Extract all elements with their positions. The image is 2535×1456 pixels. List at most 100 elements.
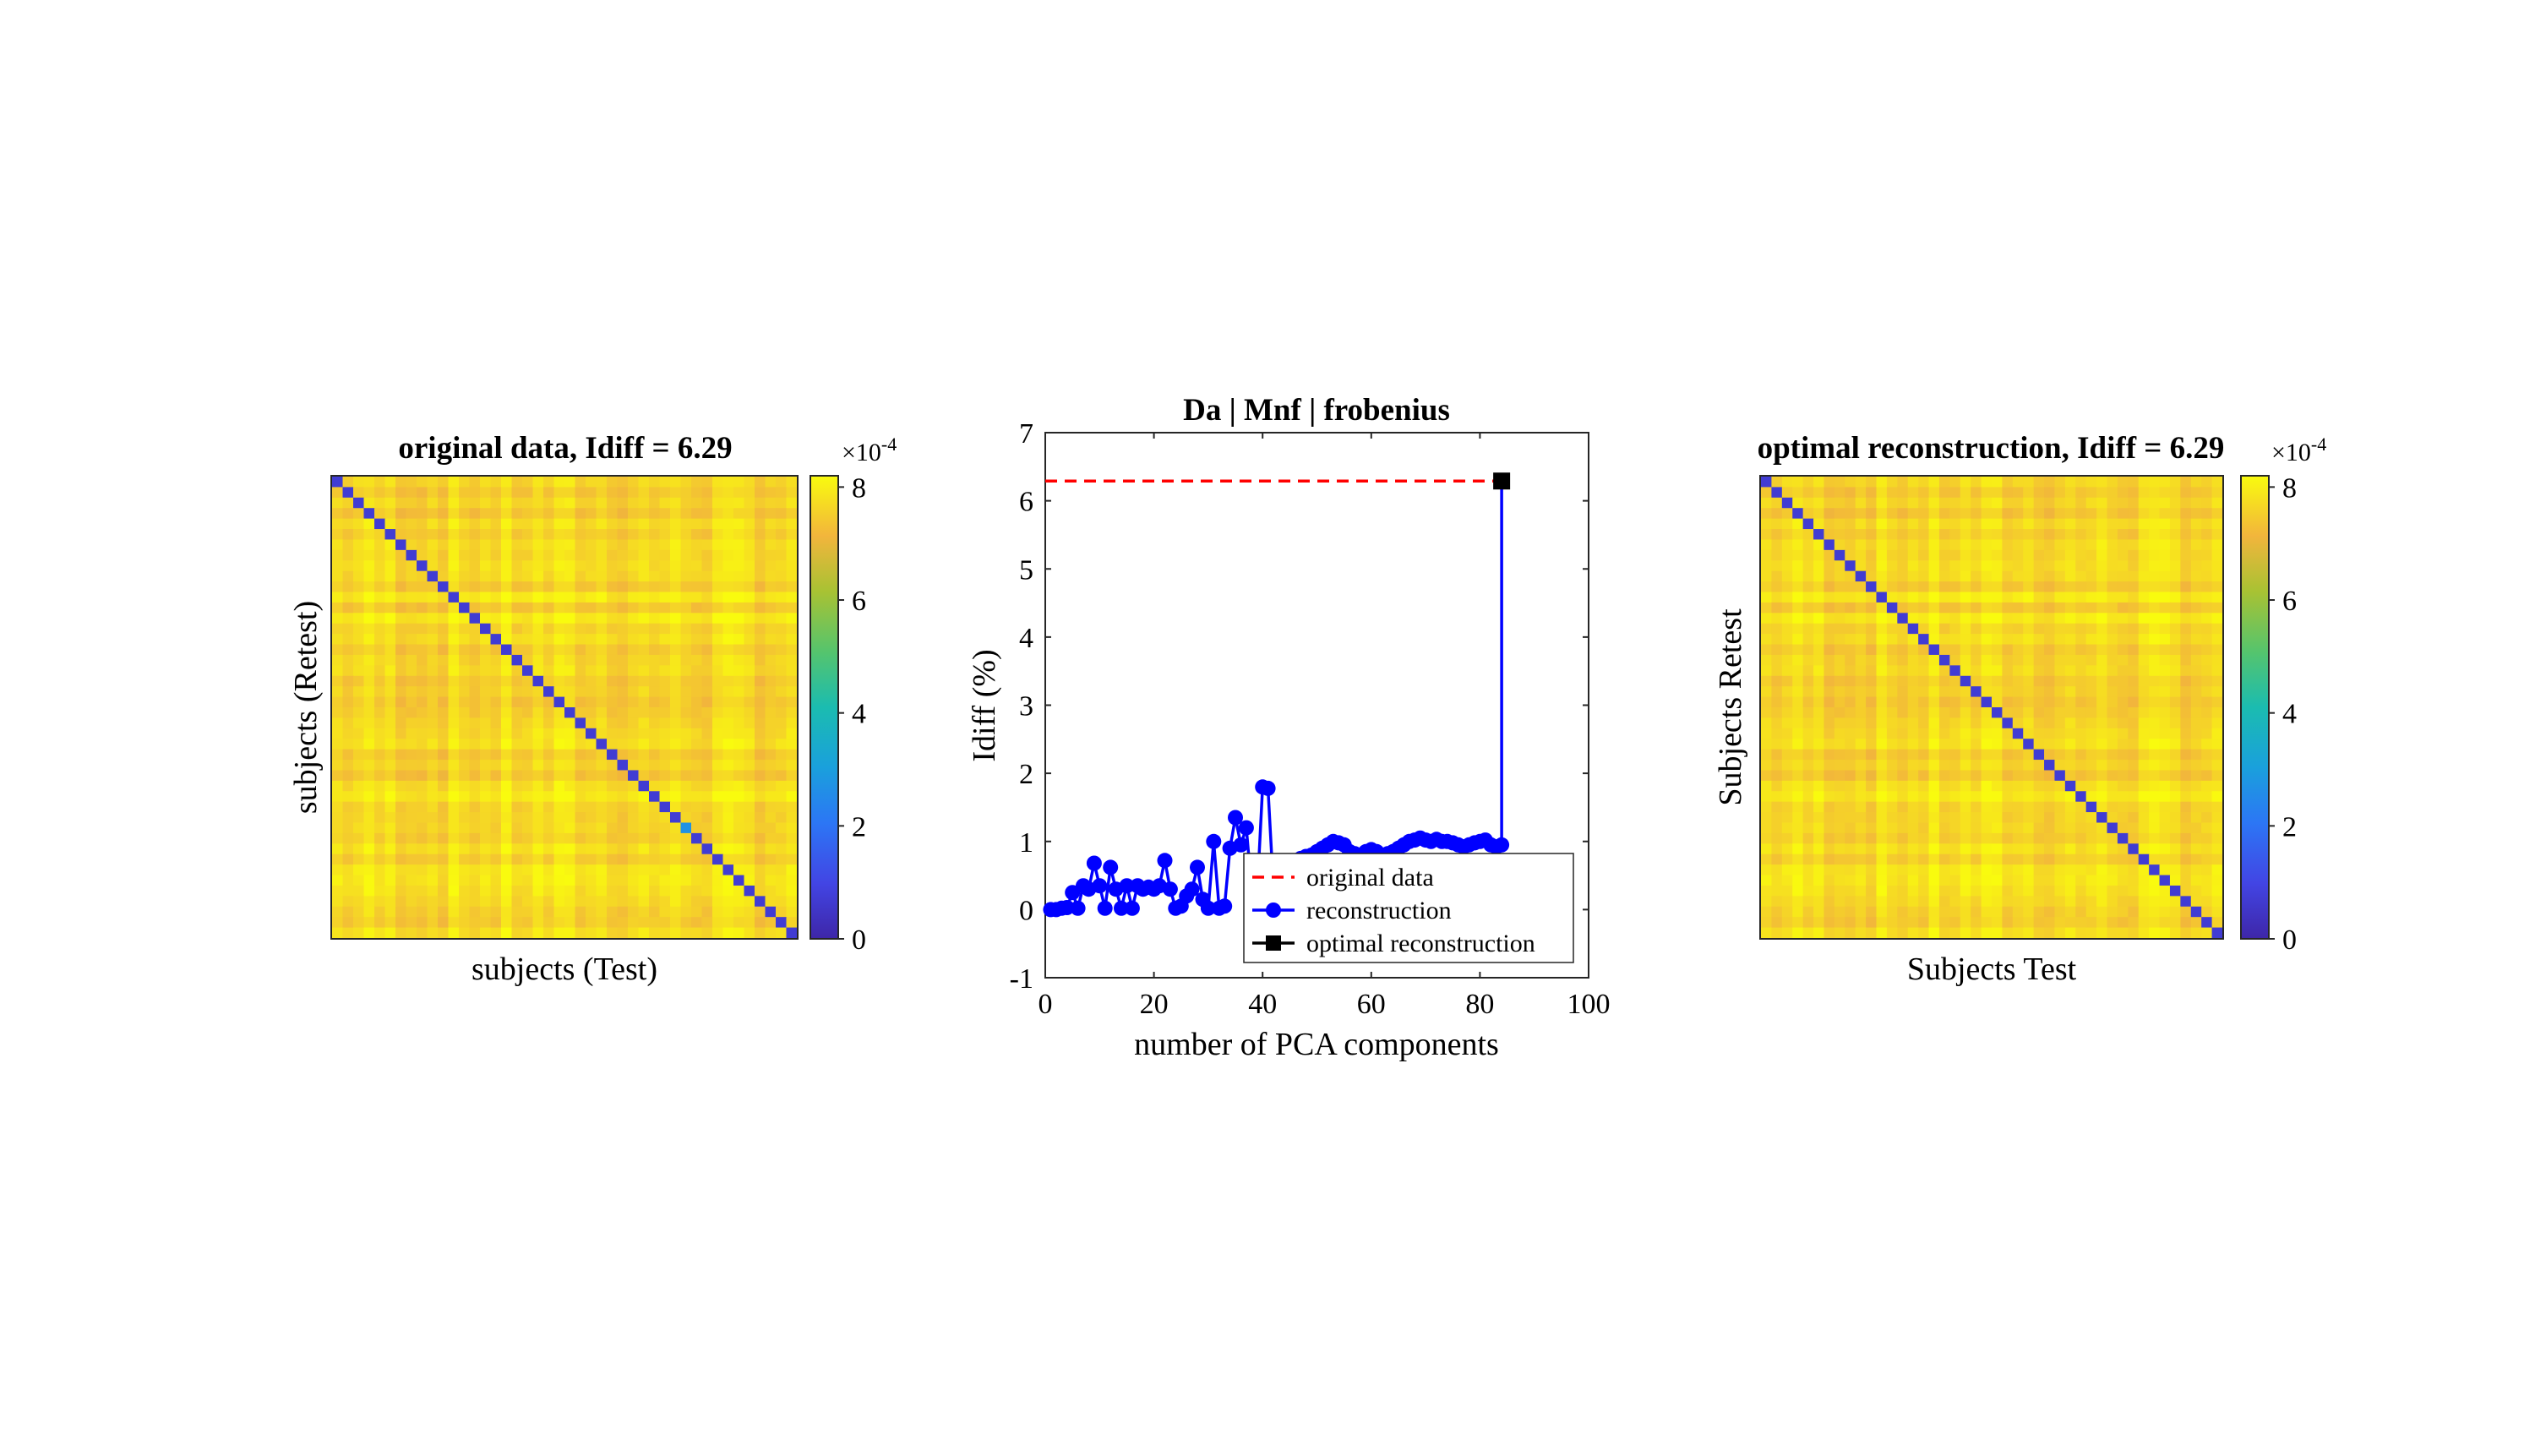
y-tick-label: 6 [1019,487,1033,518]
heatmap-cell [680,634,692,646]
heatmap-cell [1802,549,1814,561]
heatmap-cell [659,634,671,646]
heatmap-cell [511,518,523,530]
heatmap-cell [2138,634,2150,646]
heatmap-cell [511,602,523,613]
heatmap-cell [564,760,576,772]
heatmap-cell [2117,739,2129,750]
heatmap-cell [1981,780,1993,792]
heatmap-cell [2159,675,2171,687]
heatmap-cell [2054,927,2066,939]
heatmap-cell [1981,613,1993,624]
heatmap-cell [744,780,755,792]
y-tick-label: -1 [1010,963,1033,995]
heatmap-cell [1907,696,1919,708]
heatmap-cell [2107,812,2118,824]
heatmap-cell [1855,602,1867,613]
heatmap-cell [1971,749,1982,761]
line-chart-legend: original data reconstruction optimal rec… [1243,853,1574,963]
heatmap-cell [722,570,734,582]
heatmap-cell [776,529,788,541]
heatmap-diagonal-cell [332,477,344,488]
heatmap-cell [374,654,386,666]
heatmap-cell [2128,875,2140,886]
heatmap-cell [1938,560,1950,572]
heatmap-cell [2096,623,2108,635]
heatmap-cell [1855,518,1867,530]
heatmap-diagonal-cell [406,549,417,561]
heatmap-cell [522,822,534,834]
heatmap-cell [2096,791,2108,803]
heatmap-cell [607,602,619,613]
heatmap-cell [2085,728,2097,739]
heatmap-cell [1845,885,1856,897]
heatmap-cell [1781,581,1793,593]
heatmap-cell [1949,717,1961,729]
heatmap-cell [490,581,502,593]
heatmap-cell [564,875,576,886]
heatmap-cell [2012,570,2024,582]
heatmap-cell [2180,654,2192,666]
heatmap-cell [1824,917,1835,929]
heatmap-cell [1855,707,1867,719]
heatmap-cell [1981,749,1993,761]
heatmap-cell [501,801,513,813]
heatmap-cell [342,518,354,530]
heatmap-cell [1781,791,1793,803]
heatmap-cell [2117,812,2129,824]
heatmap-cell [2201,560,2213,572]
heatmap-cell [659,875,671,886]
heatmap-cell [384,843,396,855]
heatmap-cell [1834,529,1845,541]
heatmap-cell [511,529,523,541]
heatmap-cell [448,644,460,656]
heatmap-cell [374,812,386,824]
heatmap-cell [2107,832,2118,844]
heatmap-cell [1949,623,1961,635]
heatmap-cell [701,497,713,509]
heatmap-cell [459,717,471,729]
heatmap-cell [2190,717,2202,729]
heatmap-cell [776,654,788,666]
heatmap-cell [564,822,576,834]
heatmap-cell [649,770,661,782]
heatmap-cell [722,592,734,603]
heatmap-cell [670,906,682,918]
heatmap-cell [1949,822,1961,834]
heatmap-cell [575,770,586,782]
heatmap-cell [1761,791,1773,803]
heatmap-cell [1761,853,1773,865]
heatmap-cell [2180,549,2192,561]
heatmap-cell [596,570,608,582]
heatmap-cell [2064,801,2076,813]
heatmap-cell [1802,675,1814,687]
heatmap-cell [2138,917,2150,929]
heatmap-cell [2128,853,2140,865]
heatmap-cell [776,487,788,499]
heatmap-cell [395,832,407,844]
heatmap-cell [2117,843,2129,855]
heatmap-cell [649,477,661,488]
heatmap-cell [607,812,619,824]
heatmap-cell [2002,917,2014,929]
optimal-reconstruction-point [1493,472,1511,490]
heatmap-cell [2190,812,2202,824]
heatmap-cell [586,770,597,782]
heatmap-cell [1907,906,1919,918]
heatmap-cell [1918,581,1930,593]
heatmap-cell [2169,801,2181,813]
heatmap-cell [469,770,481,782]
heatmap-cell [575,686,586,698]
heatmap-cell [1813,634,1825,646]
heatmap-cell [532,592,544,603]
heatmap-cell [384,875,396,886]
heatmap-cell [1938,592,1950,603]
heatmap-cell [1949,791,1961,803]
heatmap-cell [501,885,513,897]
heatmap-cell [649,686,661,698]
heatmap-cell [1792,518,1804,530]
heatmap-cell [2159,896,2171,908]
heatmap-cell [2033,875,2045,886]
heatmap-cell [701,864,713,876]
